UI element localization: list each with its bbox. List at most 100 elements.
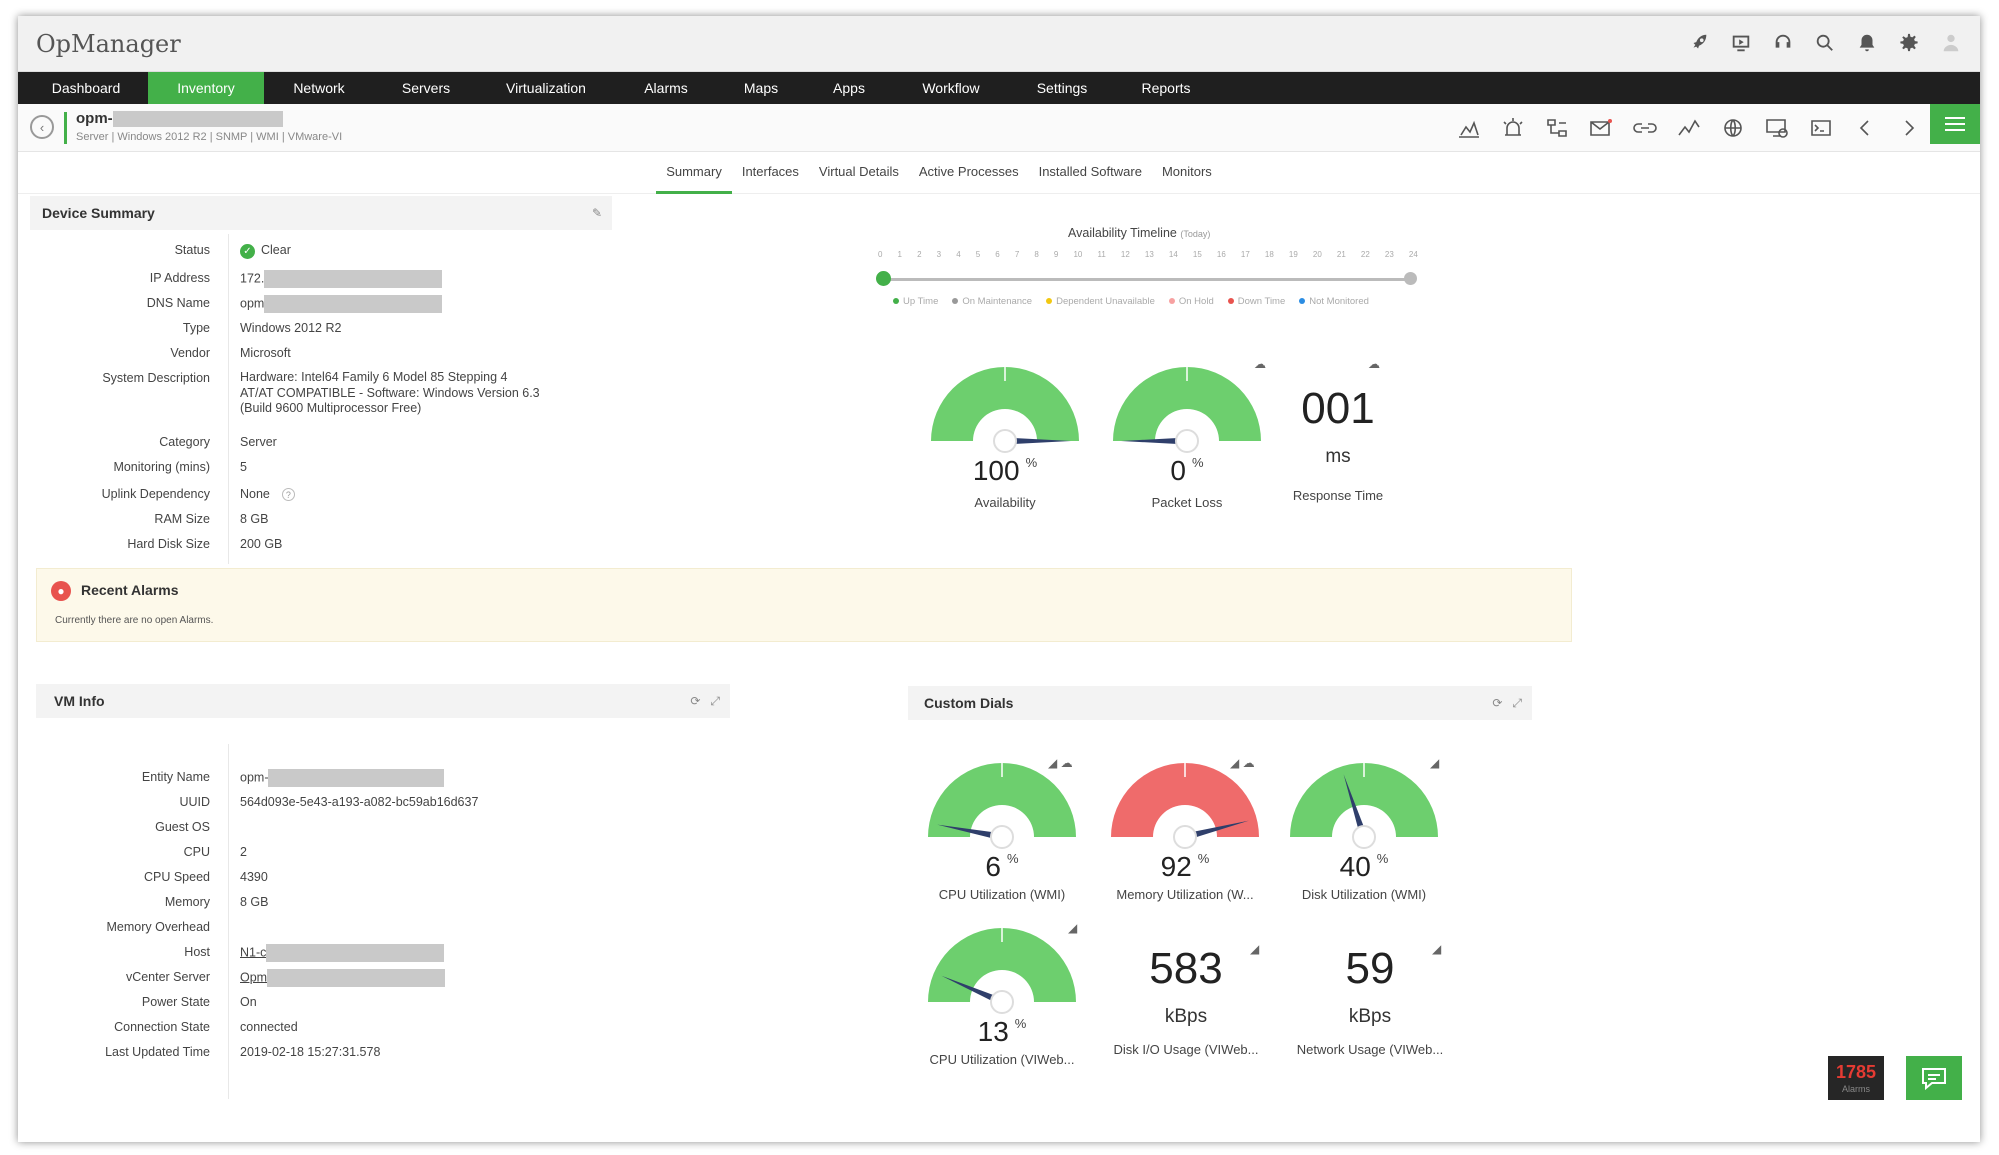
terminal-icon[interactable] (1806, 116, 1836, 140)
gear-icon[interactable] (1896, 30, 1922, 56)
nav-reports[interactable]: Reports (1141, 80, 1191, 96)
trend-icon[interactable] (1674, 116, 1704, 140)
legend-item: Down Time (1227, 296, 1285, 307)
gauge-arc (1290, 763, 1438, 837)
vm-info-header: VM Info ⟳ ⤢ (36, 684, 730, 718)
tab-monitors[interactable]: Monitors (1161, 164, 1212, 179)
cpu-wmi-chart-icon[interactable]: ◢ ☁ (1048, 756, 1073, 770)
packet-loss-gauge[interactable]: 0% Packet Loss (1097, 363, 1277, 510)
expand-icon[interactable]: ⤢ (1512, 696, 1522, 710)
refresh-icon[interactable]: ⟳ (1492, 696, 1503, 710)
disk-io-widget[interactable]: 583 kBps Disk I/O Usage (VIWeb... (1106, 944, 1266, 1057)
app-window: OpManager Dashboard Inventory Network Se… (18, 16, 1980, 1142)
nav-alarms[interactable]: Alarms (644, 80, 688, 96)
hamburger-menu-button[interactable] (1930, 104, 1980, 144)
network-usage-widget[interactable]: 59 kBps Network Usage (VIWeb... (1290, 944, 1450, 1057)
alarm-count-badge[interactable]: 1785 Alarms (1828, 1056, 1884, 1100)
monitor-settings-icon[interactable] (1762, 116, 1792, 140)
availability-gauge[interactable]: 100% Availability (915, 363, 1095, 510)
vm-info-title: VM Info (54, 693, 105, 709)
search-icon[interactable] (1812, 30, 1838, 56)
packet-loss-dial (1113, 367, 1261, 453)
disk-wmi-chart-icon[interactable]: ◢ (1430, 756, 1440, 770)
refresh-icon[interactable]: ⟳ (690, 694, 701, 708)
gauge-hub (990, 825, 1014, 849)
nav-servers[interactable]: Servers (401, 80, 451, 96)
redacted-block (268, 769, 445, 787)
expand-icon[interactable]: ⤢ (710, 694, 720, 708)
nav-workflow[interactable]: Workflow (922, 80, 980, 96)
rocket-icon[interactable] (1686, 30, 1712, 56)
chevron-right-icon[interactable] (1894, 116, 1924, 140)
availability-value: 100 (972, 455, 1020, 486)
timeline-hour-label: 19 (1288, 250, 1298, 259)
timeline-legend: Up Time On Maintenance Dependent Unavailab… (893, 296, 1369, 307)
main-nav: Dashboard Inventory Network Servers Virt… (18, 72, 1980, 104)
nav-network[interactable]: Network (293, 80, 345, 96)
response-time-options-icon[interactable]: ☁ (1368, 357, 1380, 371)
cpu-viweb-label: CPU Utilization (VIWeb... (929, 1052, 1075, 1067)
tab-summary[interactable]: Summary (656, 152, 732, 194)
tab-interfaces[interactable]: Interfaces (741, 164, 799, 179)
disk-io-label: Disk I/O Usage (VIWeb... (1113, 1042, 1259, 1057)
edit-icon[interactable]: ✎ (591, 206, 602, 220)
availability-label: Availability (974, 495, 1036, 510)
help-icon[interactable]: ? (281, 488, 295, 501)
disk-wmi-gauge[interactable]: 40% Disk Utilization (WMI) (1274, 759, 1454, 902)
disk-io-unit: kBps (1164, 1006, 1208, 1027)
cpu-viweb-gauge[interactable]: 13% CPU Utilization (VIWeb... (912, 924, 1092, 1067)
availability-timeline-title: Availability Timeline (Today) (1068, 226, 1211, 240)
nav-settings[interactable]: Settings (1036, 80, 1088, 96)
timeline-hour-label: 12 (1120, 250, 1130, 259)
timeline-hour-label: 9 (1053, 250, 1059, 259)
vcenter-link[interactable]: Opm (240, 970, 268, 985)
legend-dot (952, 298, 959, 305)
disk-io-chart-icon[interactable]: ◢ (1250, 942, 1260, 956)
bell-icon[interactable] (1854, 30, 1880, 56)
disk-wmi-dial (1290, 763, 1438, 849)
screen-play-icon[interactable] (1728, 30, 1754, 56)
timeline-start-marker[interactable] (876, 271, 891, 286)
availability-dial (931, 367, 1079, 453)
cpu-wmi-gauge[interactable]: 6% CPU Utilization (WMI) (912, 759, 1092, 902)
nav-maps[interactable]: Maps (743, 80, 779, 96)
status-value: Clear (261, 243, 291, 257)
custom-dials-header: Custom Dials ⟳ ⤢ (908, 686, 1532, 720)
mail-icon[interactable] (1586, 116, 1616, 140)
nav-inventory[interactable]: Inventory (148, 72, 264, 104)
globe-icon[interactable] (1718, 116, 1748, 140)
headset-icon[interactable] (1770, 30, 1796, 56)
timeline-end-marker[interactable] (1404, 272, 1417, 285)
redacted-block (264, 270, 443, 288)
top-toolbar (1686, 30, 1964, 56)
legend-item: Not Monitored (1299, 296, 1369, 307)
topology-icon[interactable] (1542, 116, 1572, 140)
tab-installed-software[interactable]: Installed Software (1038, 164, 1142, 179)
nav-dashboard[interactable]: Dashboard (51, 80, 121, 96)
response-time-widget[interactable]: 001 ms Response Time (1258, 384, 1418, 503)
mem-wmi-gauge[interactable]: 92% Memory Utilization (W... (1095, 759, 1275, 902)
gauge-arc (928, 763, 1076, 837)
recent-alarms-message: Currently there are no open Alarms. (55, 615, 214, 626)
mem-wmi-chart-icon[interactable]: ◢ ☁ (1230, 756, 1255, 770)
timeline-hour-label: 14 (1168, 250, 1178, 259)
tab-active-processes[interactable]: Active Processes (918, 164, 1019, 179)
tab-virtual-details[interactable]: Virtual Details (818, 164, 899, 179)
cpu-viweb-chart-icon[interactable]: ◢ (1068, 921, 1078, 935)
timeline-hour-label: 23 (1384, 250, 1394, 259)
network-usage-chart-icon[interactable]: ◢ (1432, 942, 1442, 956)
device-name: opm- (76, 110, 283, 128)
chevron-left-icon[interactable] (1850, 116, 1880, 140)
legend-dot (893, 298, 899, 305)
nav-apps[interactable]: Apps (833, 80, 865, 96)
alarm-siren-icon[interactable] (1498, 116, 1528, 140)
graph-icon[interactable] (1454, 116, 1484, 140)
chat-button[interactable] (1906, 1056, 1962, 1100)
user-avatar-icon[interactable] (1938, 30, 1964, 56)
host-link[interactable]: N1-c (240, 945, 267, 960)
gauge-hub (993, 429, 1017, 453)
nav-virtualization[interactable]: Virtualization (506, 80, 586, 96)
packet-loss-options-icon[interactable]: ☁ (1254, 357, 1266, 371)
back-button[interactable]: ‹ (30, 115, 54, 139)
link-icon[interactable] (1630, 116, 1660, 140)
